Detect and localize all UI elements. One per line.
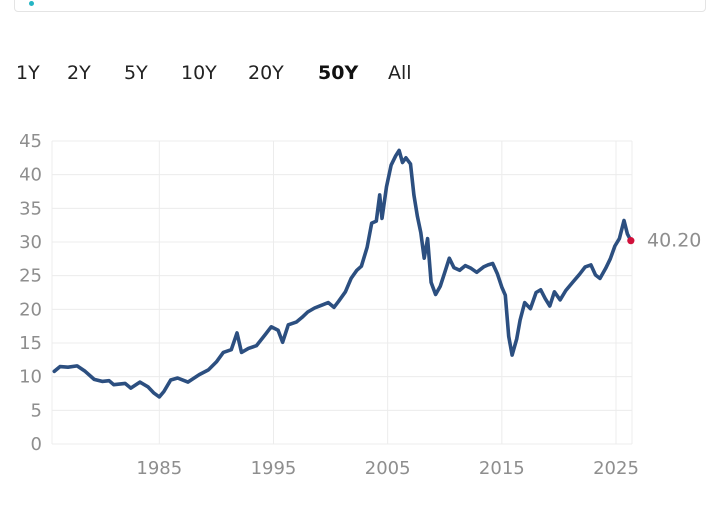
chart-grid (51, 140, 633, 445)
x-tick-label: 1985 (136, 458, 182, 479)
x-axis-ticks: 1985 1995 2005 2015 2025 (136, 458, 639, 479)
x-tick-label: 2005 (365, 458, 411, 479)
last-value-point (627, 237, 635, 245)
x-tick-label: 2015 (479, 458, 525, 479)
y-tick-label: 30 (19, 232, 42, 253)
series-line (52, 148, 633, 399)
range-tab-1y[interactable]: 1Y (16, 62, 40, 84)
y-tick-label: 15 (19, 333, 42, 354)
range-tab-50y[interactable]: 50Y (318, 62, 359, 84)
range-tab-2y[interactable]: 2Y (67, 62, 91, 84)
y-tick-label: 45 (19, 131, 42, 152)
y-tick-label: 25 (19, 266, 42, 287)
range-selector: 1Y 2Y 5Y 10Y 20Y 50Y All (16, 60, 412, 86)
y-tick-label: 40 (19, 165, 42, 186)
last-value-label: 40.20 (647, 230, 701, 252)
x-tick-label: 1995 (251, 458, 297, 479)
range-tab-5y[interactable]: 5Y (124, 62, 148, 84)
y-axis-ticks: 0 5 10 15 20 25 30 35 40 45 (19, 131, 42, 455)
y-tick-label: 10 (19, 367, 42, 388)
range-tab-all[interactable]: All (388, 62, 412, 84)
range-tab-20y[interactable]: 20Y (248, 62, 284, 84)
y-tick-label: 0 (31, 434, 42, 455)
range-tab-10y[interactable]: 10Y (181, 62, 217, 84)
top-search-card[interactable] (14, 0, 706, 12)
x-tick-label: 2025 (593, 458, 639, 479)
y-tick-label: 5 (31, 400, 42, 421)
y-tick-label: 35 (19, 198, 42, 219)
y-tick-label: 20 (19, 299, 42, 320)
status-dot-icon (29, 1, 34, 6)
